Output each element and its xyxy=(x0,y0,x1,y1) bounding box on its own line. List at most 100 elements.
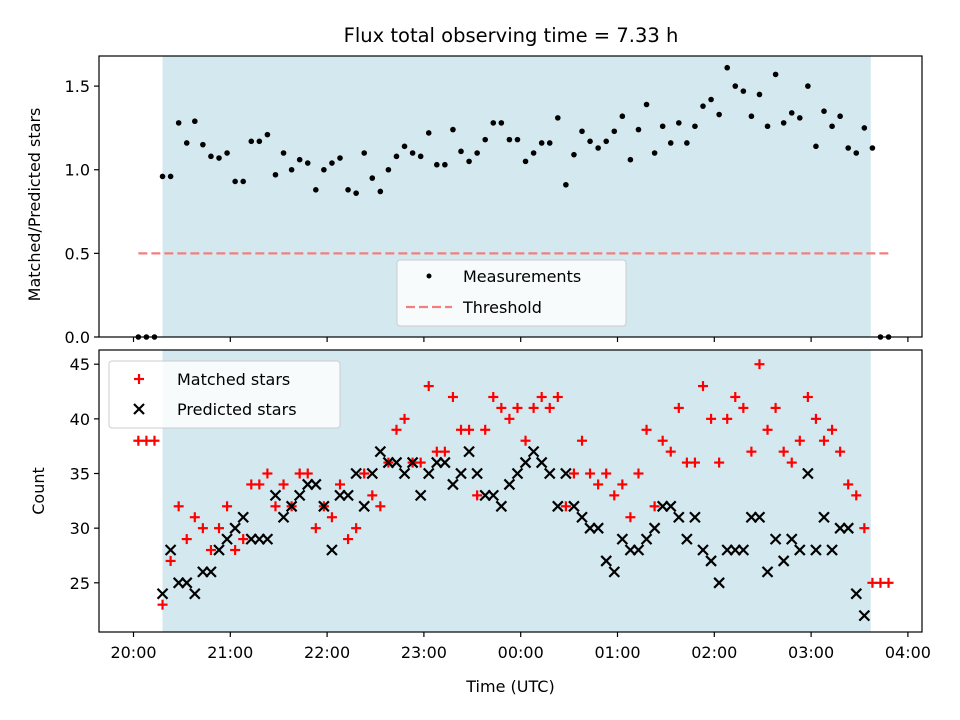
matched-star-point xyxy=(472,490,483,501)
measurement-point xyxy=(788,110,795,116)
matched-star-point xyxy=(633,468,644,479)
cross-stroke-b xyxy=(326,544,338,556)
measurement-point xyxy=(506,136,513,143)
matched-star-point xyxy=(214,523,225,534)
legend-measurements-marker xyxy=(426,273,432,279)
measurement-point xyxy=(635,126,642,133)
cross-stroke-b xyxy=(422,467,435,480)
measurement-point xyxy=(845,145,852,151)
matched-star-point xyxy=(843,479,854,490)
cross-stroke-b xyxy=(156,587,169,600)
cross-stroke-b xyxy=(673,511,685,524)
cross-stroke-b xyxy=(205,566,217,578)
measurement-point xyxy=(466,158,472,165)
predicted-star-point xyxy=(713,577,725,589)
measurement-point xyxy=(829,123,835,130)
measurement-point xyxy=(627,156,634,163)
matched-star-point xyxy=(665,446,676,457)
measurement-point xyxy=(498,120,505,126)
bottom-y-tick-label: 45 xyxy=(70,355,90,374)
predicted-star-point xyxy=(293,489,306,502)
matched-star-point xyxy=(375,501,386,512)
measurement-point xyxy=(409,150,416,156)
matched-star-point xyxy=(262,468,273,479)
predicted-star-point xyxy=(753,511,766,524)
predicted-star-point xyxy=(673,511,685,524)
matched-star-point xyxy=(625,512,636,523)
measurement-point xyxy=(167,173,174,180)
predicted-star-point xyxy=(406,456,419,469)
measurement-point xyxy=(442,161,448,168)
measurement-point xyxy=(159,173,166,180)
predicted-star-point xyxy=(543,467,556,480)
predicted-star-point xyxy=(552,500,564,513)
matched-star-point xyxy=(649,501,660,512)
legend-matched-label: Matched stars xyxy=(177,370,290,389)
matched-star-point xyxy=(859,523,870,534)
cross-stroke-b xyxy=(366,467,379,480)
measurement-point xyxy=(595,145,601,151)
matched-star-point xyxy=(310,523,321,534)
measurement-point xyxy=(563,181,569,188)
matched-star-point xyxy=(520,435,531,446)
predicted-star-point xyxy=(826,544,838,556)
legend-matched-marker xyxy=(134,374,144,384)
measurement-point xyxy=(643,101,650,108)
x-axis-label: Time (UTC) xyxy=(465,677,554,696)
measurement-point xyxy=(611,128,618,135)
predicted-star-point xyxy=(689,511,701,524)
measurement-point xyxy=(369,175,376,181)
matched-star-point xyxy=(335,479,346,490)
top-y-tick-label: 0.5 xyxy=(65,244,90,263)
cross-stroke-b xyxy=(713,577,725,589)
predicted-star-point xyxy=(632,544,645,556)
predicted-star-point xyxy=(342,489,354,502)
measurement-point xyxy=(393,153,400,160)
cross-stroke-b xyxy=(318,500,330,513)
measurement-point xyxy=(200,141,206,148)
cross-stroke-b xyxy=(826,544,838,556)
matched-star-point xyxy=(714,457,725,468)
cross-stroke-b xyxy=(229,522,241,534)
bottom-axes-frame xyxy=(98,349,923,633)
top-x-ticks xyxy=(132,337,909,342)
measurement-point xyxy=(571,151,577,158)
cross-stroke-b xyxy=(648,522,661,534)
matched-star-point xyxy=(205,545,216,556)
measurement-point xyxy=(869,145,876,151)
measurement-point xyxy=(603,138,610,145)
predicted-star-point xyxy=(221,533,233,545)
cross-stroke-b xyxy=(293,489,306,502)
matched-star-point xyxy=(230,545,241,556)
matched-star-point xyxy=(496,402,507,413)
measurement-point xyxy=(337,155,343,161)
bottom-x-ticks: 20:00 21:00 22:00 23:00 00:00 01:00 02:00 03:00… xyxy=(110,632,931,662)
bottom-y-tick-label: 35 xyxy=(70,465,90,484)
bottom-y-axis-label: Count xyxy=(29,467,48,515)
cross-stroke-b xyxy=(285,500,298,513)
matched-star-point xyxy=(754,359,765,370)
predicted-star-point xyxy=(350,467,362,480)
cross-stroke-b xyxy=(608,566,621,578)
matched-star-point xyxy=(447,392,458,402)
cross-stroke-b xyxy=(818,511,830,524)
measurement-point xyxy=(619,113,626,120)
matched-star-point xyxy=(343,534,354,545)
cross-stroke-b xyxy=(543,467,556,480)
predicted-star-point xyxy=(269,489,282,502)
bottom-y-tick-label: 25 xyxy=(70,574,90,593)
matched-star-point xyxy=(819,435,830,446)
predicted-star-point xyxy=(326,544,338,556)
cross-stroke-b xyxy=(221,533,233,545)
matched-star-point xyxy=(810,413,821,424)
measurement-point xyxy=(329,160,335,166)
measurement-point xyxy=(288,166,295,173)
matched-star-point xyxy=(536,392,547,402)
cross-stroke-b xyxy=(398,467,411,480)
cross-stroke-b xyxy=(560,467,572,480)
predicted-star-point xyxy=(277,511,290,524)
cross-stroke-b xyxy=(568,500,580,513)
measurement-point xyxy=(192,118,198,125)
measurement-point xyxy=(240,178,247,185)
